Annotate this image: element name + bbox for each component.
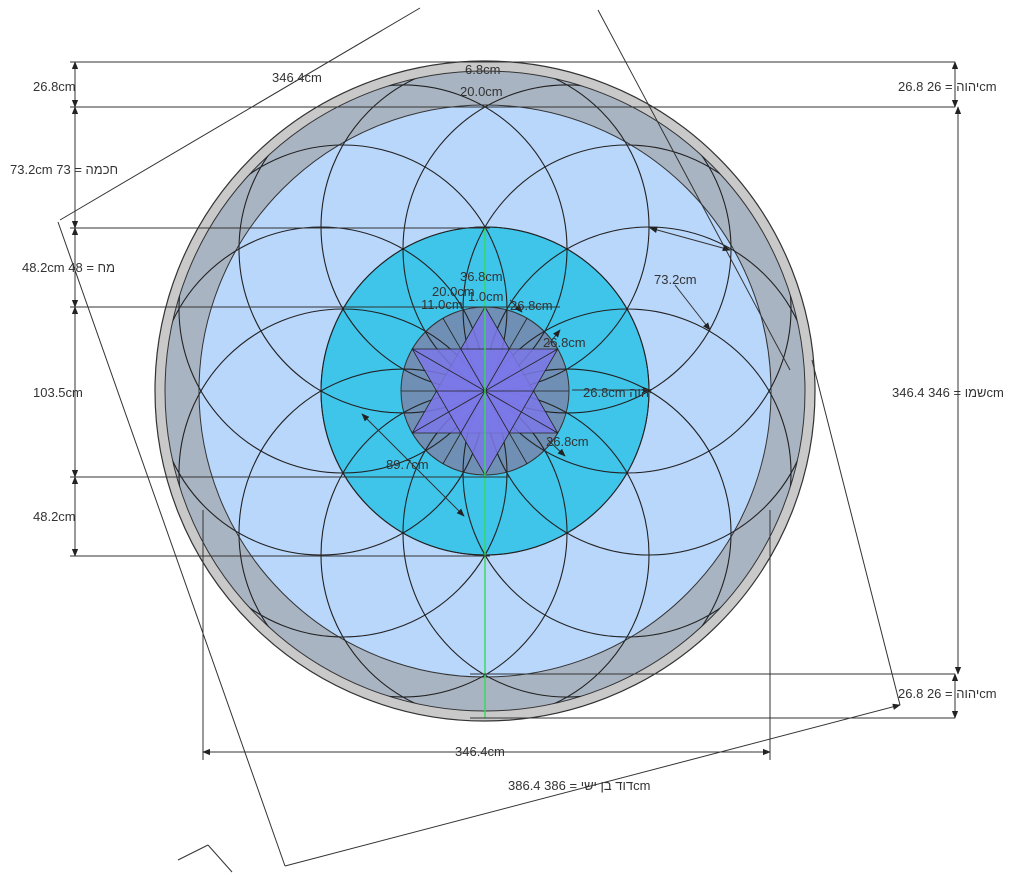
label-top-small-a: 6.8cm <box>465 62 500 77</box>
petal-circle <box>462 144 792 474</box>
dimension-labels: 346.4cm 6.8cm 20.0cm 26.8cm 73.2cm 73 = … <box>10 62 1004 793</box>
label-left-moach: 48.2cm 48 = מח <box>22 260 115 275</box>
label-left-mid: 103.5cm <box>33 385 83 400</box>
star-ray <box>484 390 558 434</box>
label-inner-diag: 89.7cm <box>386 457 429 472</box>
dimension-lines <box>57 7 962 873</box>
star-ray <box>412 348 486 392</box>
label-inner-3: 26.8cm <box>546 434 589 449</box>
star-ray <box>484 348 558 392</box>
star-ray <box>442 318 486 392</box>
label-ring-diag: 73.2cm <box>654 272 697 287</box>
label-bottom-david: דוד בן ישי = 386 386.4cm <box>508 778 650 793</box>
label-center-a: 20.0cm <box>432 284 475 299</box>
label-right-bottom: יהוה = 26 26.8cm <box>898 686 997 701</box>
label-right-shemo: שמו = 346 346.4cm <box>892 385 1004 400</box>
label-inner-1: 26.8cm <box>510 298 553 313</box>
label-left-chochma: 73.2cm 73 = חכמה <box>10 162 118 177</box>
label-center-top: 36.8cm <box>460 269 503 284</box>
label-left-bottom: 48.2cm <box>33 509 76 524</box>
label-top-diag: 346.4cm <box>272 70 322 85</box>
label-right-top: יהוה = 26 26.8cm <box>898 79 997 94</box>
petal-circle <box>402 84 732 414</box>
label-bottom-width: 346.4cm <box>455 744 505 759</box>
star-ray <box>484 390 528 464</box>
label-center-b: 1.0cm <box>468 289 503 304</box>
label-inner-2: 26.8cm <box>543 335 586 350</box>
label-top-small-b: 20.0cm <box>460 84 503 99</box>
label-inner-yhvh: 26.8cm יהוה <box>583 385 652 400</box>
label-center-c: 11.0cm <box>421 297 463 312</box>
label-left-top: 26.8cm <box>33 79 76 94</box>
star-ray <box>484 318 528 392</box>
